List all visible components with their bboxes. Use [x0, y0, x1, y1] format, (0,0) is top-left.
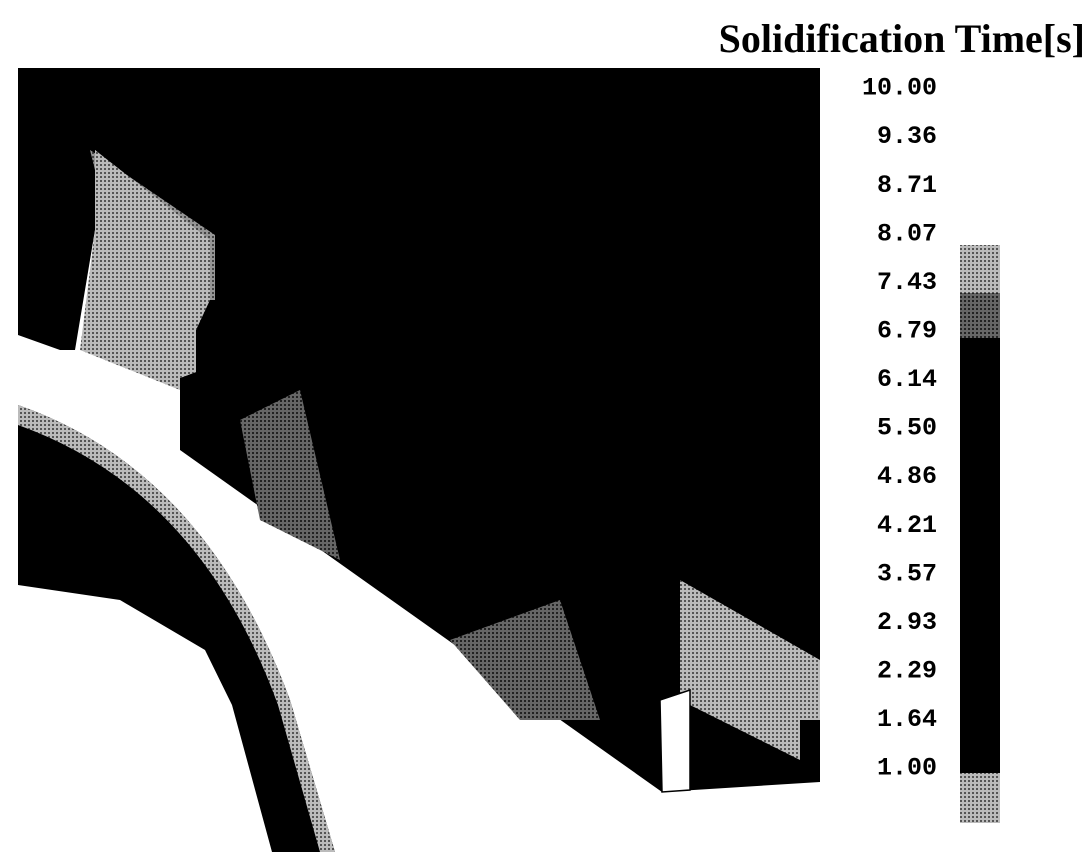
legend-label: 8.07 — [877, 219, 937, 248]
legend-label: 6.79 — [877, 316, 937, 345]
notch — [660, 690, 690, 792]
legend-label: 4.86 — [877, 462, 937, 491]
colorbar-segment — [960, 338, 1000, 773]
legend-labels: 10.00 9.36 8.71 8.07 7.43 6.79 6.14 5.50 4.86 4.2… — [862, 74, 937, 783]
legend-label: 4.21 — [877, 511, 937, 540]
legend-label: 5.50 — [877, 414, 937, 443]
simulation-image — [18, 68, 820, 852]
legend-label: 1.64 — [877, 705, 937, 734]
colorbar-segment — [960, 773, 1000, 823]
legend-label: 6.14 — [877, 365, 937, 394]
legend-label: 10.00 — [862, 74, 937, 103]
colorbar-segment — [960, 293, 1000, 338]
figure: Solidification Time[s] 10.00 9.36 8.71 8.07… — [0, 0, 1091, 852]
colorbar — [960, 245, 1000, 823]
legend-label: 8.71 — [877, 171, 937, 200]
colorbar-segment — [960, 245, 1000, 293]
legend-label: 2.29 — [877, 656, 937, 685]
legend-label: 9.36 — [877, 122, 937, 151]
legend-label: 1.00 — [877, 754, 937, 783]
legend-title: Solidification Time[s] — [719, 16, 1085, 61]
legend-label: 7.43 — [877, 268, 937, 297]
legend-label: 3.57 — [877, 559, 937, 588]
page: Solidification Time[s] 10.00 9.36 8.71 8.07… — [0, 0, 1091, 852]
legend-label: 2.93 — [877, 608, 937, 637]
